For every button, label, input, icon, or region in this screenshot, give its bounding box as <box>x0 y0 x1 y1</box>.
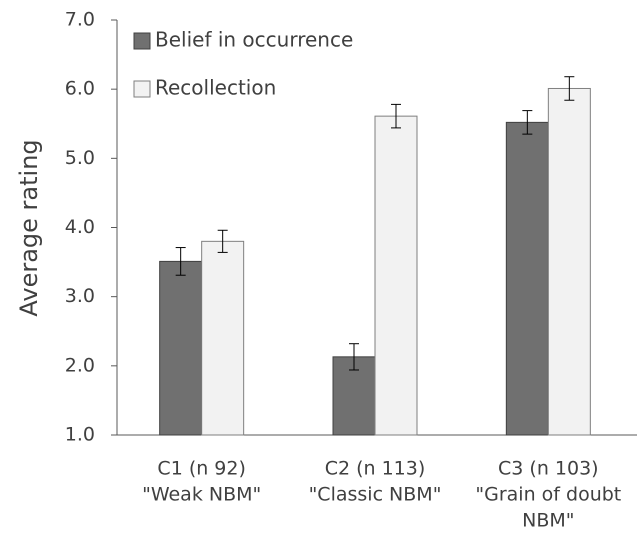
legend-swatch <box>133 80 151 98</box>
y-tick-label: 7.0 <box>65 9 95 31</box>
error-bar <box>217 229 228 253</box>
error-bar <box>522 110 533 135</box>
x-tick-label: "Grain of doubt <box>475 484 621 506</box>
bar <box>201 240 245 436</box>
error-bar <box>175 247 186 276</box>
x-tick-label: C1 (n 92) <box>157 458 245 480</box>
y-axis-title: Average rating <box>15 139 43 316</box>
bar <box>505 121 549 436</box>
x-tick-label: NBM" <box>522 510 574 532</box>
y-tick-label: 1.0 <box>65 424 95 446</box>
y-tick-label: 6.0 <box>65 78 95 100</box>
y-tick-label: 3.0 <box>65 285 95 307</box>
x-tick-label: "Weak NBM" <box>142 484 261 506</box>
bar <box>374 115 418 436</box>
bar <box>547 87 591 436</box>
x-tick-label: "Classic NBM" <box>309 484 442 506</box>
legend-label: Belief in occurrence <box>155 28 353 52</box>
error-bar <box>564 76 575 101</box>
x-tick-label: C2 (n 113) <box>325 458 426 480</box>
legend-swatch <box>133 32 151 50</box>
y-tick-label: 2.0 <box>65 354 95 376</box>
bar <box>159 260 203 436</box>
x-tick-label: C3 (n 103) <box>498 458 599 480</box>
error-bar <box>391 103 401 129</box>
error-bar <box>349 343 359 371</box>
y-tick-label: 5.0 <box>65 147 95 169</box>
y-tick-label: 4.0 <box>65 216 95 238</box>
legend-label: Recollection <box>155 76 276 100</box>
